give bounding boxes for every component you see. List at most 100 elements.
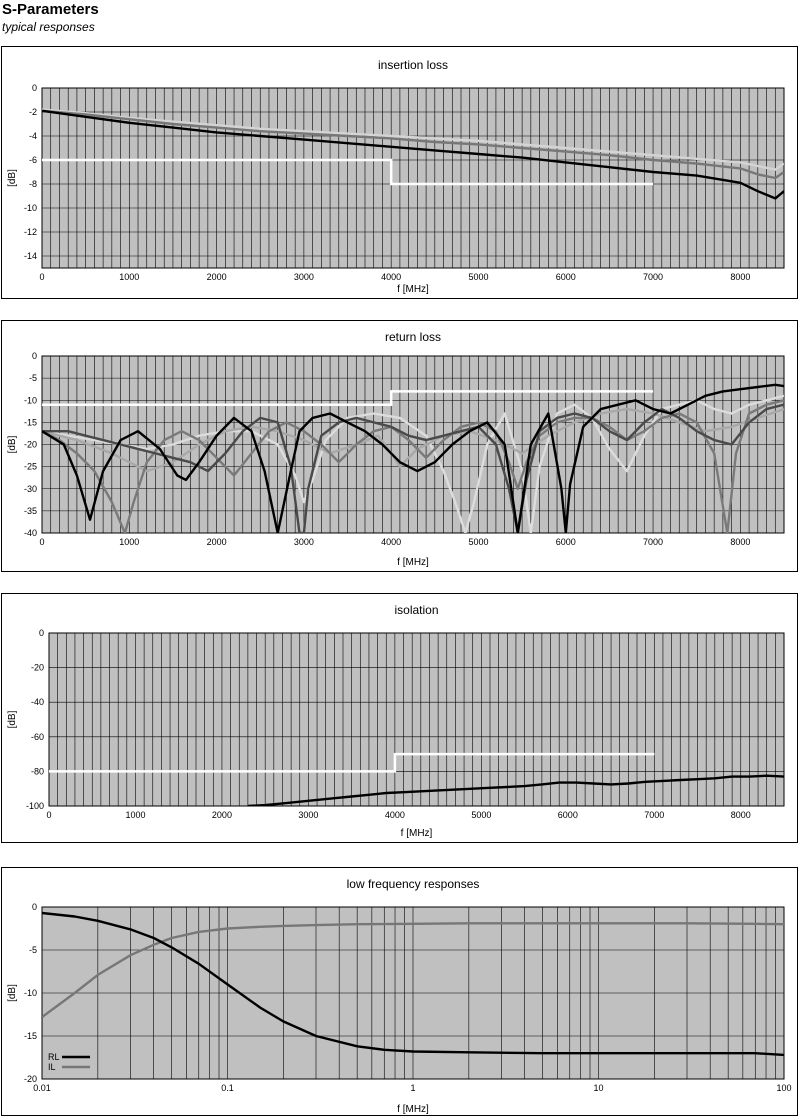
page-title: S-Parameters	[2, 1, 99, 18]
x-tick-label: 2000	[207, 537, 227, 547]
chart-title: isolation	[394, 603, 438, 617]
limit-line	[42, 390, 654, 406]
series-line-2	[42, 109, 784, 180]
x-axis-label: f [MHz]	[397, 284, 429, 295]
x-tick-label: 8000	[730, 537, 750, 547]
limit-line	[42, 158, 654, 186]
y-tick-label: -12	[24, 227, 37, 237]
legend-label: IL	[48, 1062, 56, 1072]
x-tick-label: 7000	[644, 810, 664, 820]
x-tick-label: 0	[39, 537, 44, 547]
x-tick-label: 7000	[643, 537, 663, 547]
x-tick-label: 4000	[381, 537, 401, 547]
y-tick-label: -20	[31, 663, 44, 673]
y-tick-label: -10	[24, 988, 37, 998]
x-axis-label: f [MHz]	[397, 1104, 429, 1115]
x-tick-label: 7000	[643, 272, 663, 282]
y-tick-label: -80	[31, 766, 44, 776]
x-tick-label: 5000	[468, 537, 488, 547]
y-tick-label: 0	[32, 83, 37, 93]
insertion-loss-chart: insertion loss 0 -2 -4 -6 -8 -10 -12 -14 0 1000 200…	[1, 46, 798, 299]
y-tick-label: -10	[24, 203, 37, 213]
x-tick-label: 1000	[125, 810, 145, 820]
chart-title: insertion loss	[378, 58, 448, 72]
y-axis-label: [dB]	[7, 984, 18, 1002]
x-tick-label: 2000	[207, 272, 227, 282]
y-tick-label: -4	[29, 131, 37, 141]
x-tick-label: 0.01	[33, 1083, 51, 1093]
series-line-1	[247, 774, 784, 806]
x-tick-label: 0	[46, 810, 51, 820]
plot-border	[41, 906, 785, 1080]
x-tick-label: 5000	[468, 272, 488, 282]
x-tick-label: 6000	[558, 810, 578, 820]
x-tick-label: 5000	[471, 810, 491, 820]
x-tick-label: 4000	[381, 272, 401, 282]
legend-label: RL	[48, 1052, 60, 1062]
x-tick-label: 3000	[294, 537, 314, 547]
y-axis-label: [dB]	[7, 169, 18, 187]
x-tick-label: 8000	[731, 810, 751, 820]
y-tick-label: -100	[26, 801, 44, 811]
low-frequency-plot: low frequency responses 0 -5 -10 -15 -200.01 0…	[7, 877, 792, 1115]
x-tick-label: 3000	[298, 810, 318, 820]
y-tick-label: -5	[29, 373, 37, 383]
y-tick-label: -5	[29, 945, 37, 955]
y-tick-label: 0	[32, 351, 37, 361]
series-line-1	[42, 911, 784, 1057]
x-tick-label: 2000	[212, 810, 232, 820]
plot-area	[42, 88, 784, 268]
plot-series-group	[42, 108, 784, 200]
y-tick-label: 0	[32, 902, 37, 912]
plot-series-group	[42, 383, 784, 533]
x-axis-label: f [MHz]	[397, 557, 429, 568]
y-tick-label: -25	[24, 462, 37, 472]
limit-line	[49, 752, 655, 773]
x-axis-label: f [MHz]	[401, 828, 433, 839]
plot-series-group	[49, 752, 784, 806]
x-tick-label: 100	[776, 1083, 791, 1093]
plot-border	[41, 355, 785, 534]
x-tick-label: 1000	[119, 272, 139, 282]
series-line-2	[42, 922, 784, 1019]
y-tick-label: -20	[24, 440, 37, 450]
y-tick-label: -15	[24, 1031, 37, 1041]
x-tick-label: 6000	[556, 272, 576, 282]
y-tick-label: -2	[29, 107, 37, 117]
chart-title: return loss	[385, 330, 441, 344]
x-tick-label: 3000	[294, 272, 314, 282]
chart-title: low frequency responses	[347, 877, 480, 891]
plot-border	[41, 87, 785, 269]
return-loss-chart: return loss 0 -5 -10 -15 -20 -25 -30 -35 -40 0 1000…	[1, 320, 798, 572]
y-axis-label: [dB]	[7, 710, 18, 728]
y-tick-label: -40	[31, 697, 44, 707]
series-line-1	[42, 109, 784, 200]
page-subtitle: typical responses	[2, 20, 95, 34]
series-line-3	[42, 108, 784, 171]
y-axis-label: [dB]	[7, 435, 18, 453]
x-tick-label: 4000	[385, 810, 405, 820]
x-tick-label: 1000	[119, 537, 139, 547]
y-tick-label: -14	[24, 251, 37, 261]
x-tick-label: 8000	[730, 272, 750, 282]
y-tick-label: -10	[24, 395, 37, 405]
series-line-5	[42, 394, 784, 533]
plot-series-group	[42, 911, 784, 1057]
y-tick-label: -35	[24, 506, 37, 516]
y-tick-label: 0	[39, 628, 44, 638]
x-tick-label: 1	[410, 1083, 415, 1093]
y-tick-label: -60	[31, 732, 44, 742]
x-tick-label: 0.1	[221, 1083, 234, 1093]
x-tick-label: 10	[593, 1083, 603, 1093]
y-tick-label: -8	[29, 179, 37, 189]
plot-border	[48, 632, 785, 807]
isolation-chart: isolation 0 -20 -40 -60 -80 -100 0 1000 2000 3000 4…	[1, 593, 798, 843]
y-tick-label: -15	[24, 417, 37, 427]
x-tick-label: 6000	[556, 537, 576, 547]
low-frequency-chart: low frequency responses 0 -5 -10 -15 -20 0.01 0…	[1, 867, 798, 1116]
y-tick-label: -20	[24, 1074, 37, 1084]
series-line-1	[42, 383, 784, 533]
